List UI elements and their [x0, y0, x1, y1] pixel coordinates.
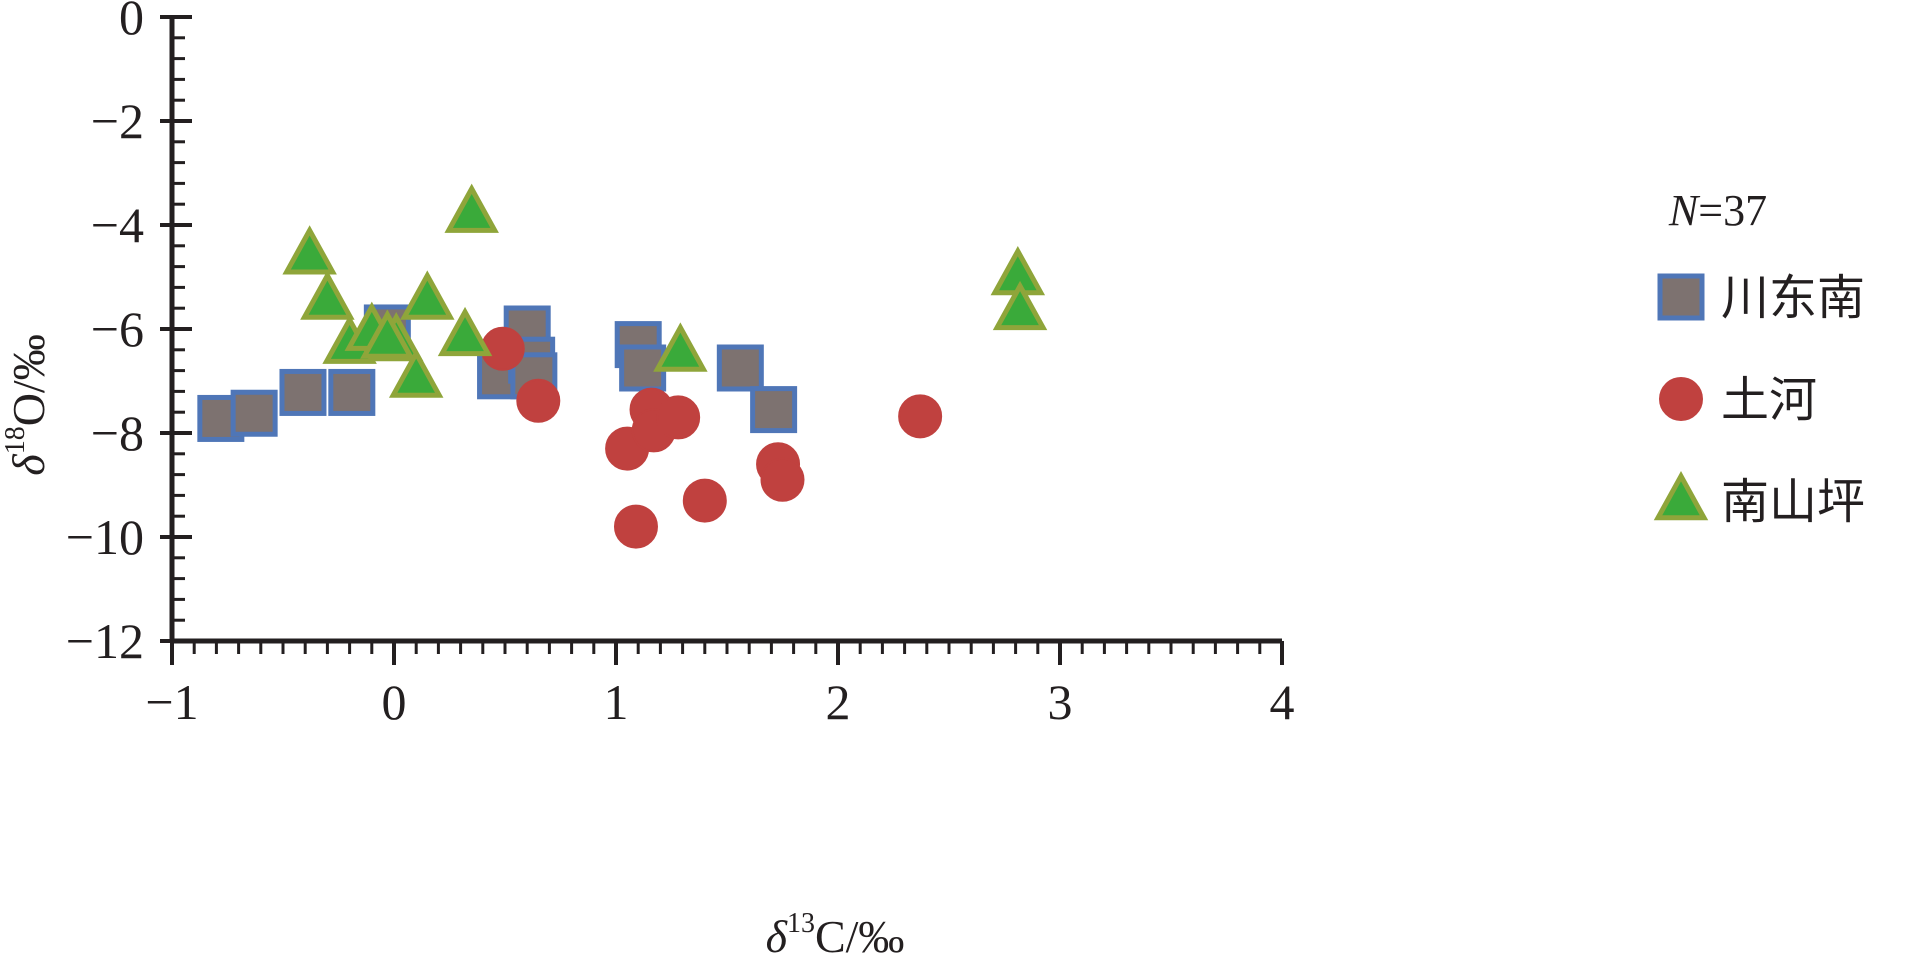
legend-label: 土河 [1721, 372, 1817, 428]
data-point-triangle [437, 306, 493, 357]
legend-label: 川东南 [1721, 270, 1865, 326]
data-point-circle [682, 478, 727, 523]
legend-marker-square [1657, 273, 1705, 321]
axes-group [169, 17, 1282, 644]
data-point-circle [613, 504, 658, 549]
data-point-square [328, 368, 376, 416]
data-point-triangle [653, 322, 708, 372]
x-tick-label: −1 [145, 674, 198, 730]
legend-sample-count: N=37 [1668, 186, 1767, 235]
y-tick-label: 0 [119, 0, 144, 45]
legend-marker-triangle [1653, 471, 1709, 521]
data-point-triangle [388, 348, 444, 398]
x-axis-title-superscript: 13 [787, 908, 815, 939]
y-ticks-group: 0 −2 −4 −6 −8 −10 −12 [66, 0, 192, 669]
data-point-triangle [992, 280, 1048, 331]
data-point-square [750, 386, 798, 434]
y-axis-title: δ18O/‰ [0, 334, 54, 475]
data-point-circle [898, 394, 943, 439]
data-point-triangle [360, 309, 415, 359]
x-tick-label: 4 [1270, 674, 1295, 730]
y-tick-label: −10 [66, 509, 144, 565]
data-point-triangle [444, 183, 499, 233]
data-point-triangle [300, 270, 355, 320]
legend-item: 土河 [1659, 372, 1817, 428]
series-circle-group [480, 326, 943, 549]
x-axis-title-symbol: δ [766, 911, 788, 958]
legend-label: 南山坪 [1721, 474, 1865, 530]
y-axis-title-symbol: δ [3, 454, 54, 476]
data-point-circle [656, 395, 701, 440]
data-point-circle [516, 378, 561, 423]
legend-marker-circle [1659, 377, 1703, 421]
y-tick-label: −4 [91, 197, 144, 253]
x-axis-title-rest: C/‰ [815, 911, 904, 958]
data-point-square [230, 389, 278, 437]
data-point-triangle [282, 225, 337, 275]
legend-sample-count-value: =37 [1698, 186, 1767, 235]
data-point-triangle [400, 270, 455, 320]
x-tick-label: 3 [1048, 674, 1073, 730]
y-tick-label: −12 [66, 613, 144, 669]
y-axis-title-rest: O/‰ [3, 334, 54, 426]
x-axis-title: δ13C/‰ [766, 908, 905, 958]
data-point-square [716, 344, 764, 392]
legend-sample-count-symbol: N [1668, 186, 1701, 235]
x-tick-label: 0 [382, 674, 407, 730]
legend-item: 川东南 [1657, 270, 1865, 326]
y-tick-label: −8 [91, 405, 144, 461]
y-tick-label: −2 [91, 93, 144, 149]
series-triangle-group [282, 183, 1048, 398]
data-points-group [197, 183, 1048, 549]
y-tick-label: −6 [91, 301, 144, 357]
data-point-square [279, 368, 327, 416]
x-tick-label: 1 [604, 674, 629, 730]
y-axis-title-superscript: 18 [0, 426, 31, 454]
legend-item: 南山坪 [1653, 471, 1865, 530]
series-square-group [197, 304, 798, 442]
x-ticks-group: −1 0 1 2 3 4 [145, 641, 1295, 730]
x-tick-label: 2 [826, 674, 851, 730]
data-point-circle [760, 457, 805, 502]
